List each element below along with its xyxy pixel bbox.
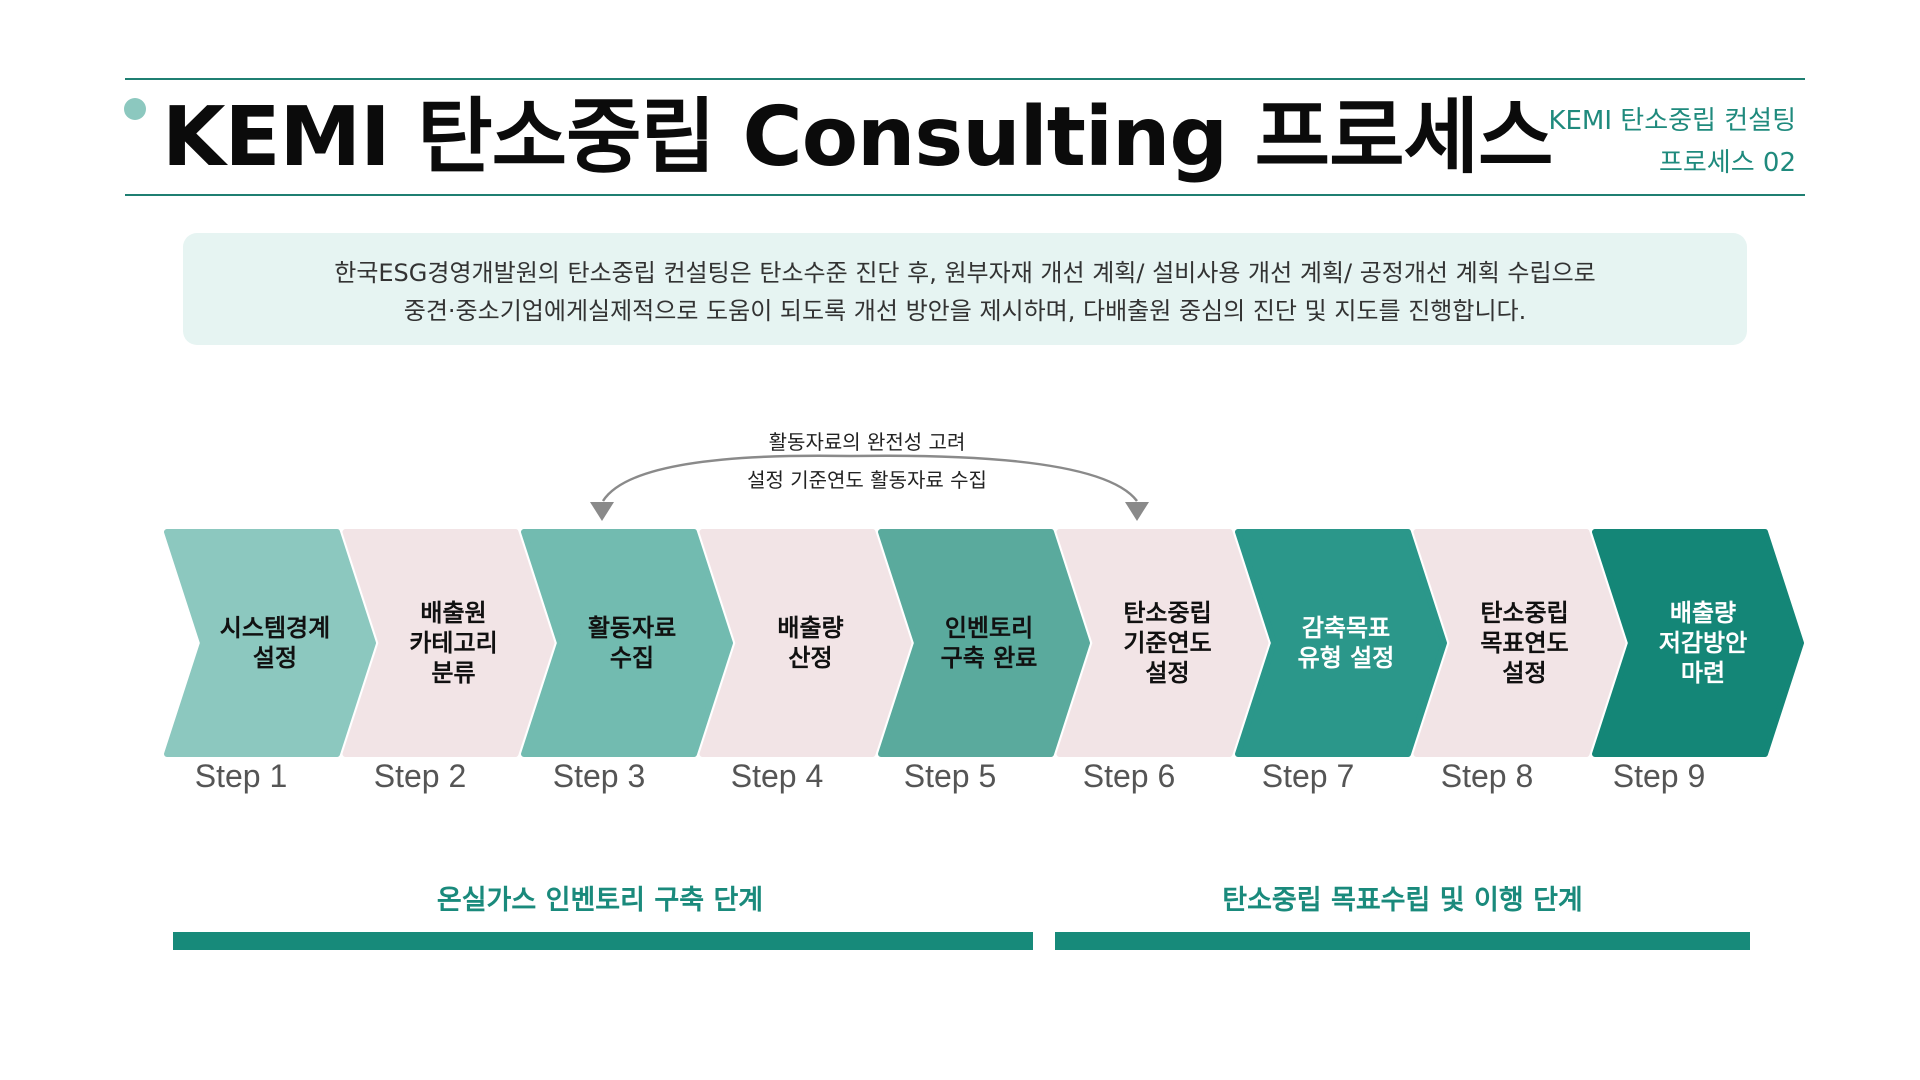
step-3-title-line: 활동자료 [587, 614, 677, 642]
title-bullet-dot [124, 98, 146, 120]
step-8-title: 탄소중립 목표연도 설정 [1450, 598, 1600, 688]
step-5-title-line: 구축 완료 [940, 644, 1038, 672]
phase-label-inventory: 온실가스 인벤토리 구축 단계 [436, 885, 764, 916]
step-6-title-line: 기준연도 [1123, 629, 1212, 657]
step-5-chevron [878, 529, 1090, 757]
step-3-title: 활동자료 수집 [557, 613, 707, 673]
phase-label-target: 탄소중립 목표수립 및 이행 단계 [1222, 885, 1583, 916]
step-4-chevron [699, 529, 912, 757]
step-8-title-line: 목표연도 [1480, 629, 1569, 657]
subtitle-line-1: KEMI 탄소중립 컨설팅 [1548, 106, 1796, 136]
step-9-label: Step 9 [1612, 758, 1706, 794]
step-9-title-line: 배출량 [1669, 599, 1737, 627]
step-7-title-line: 유형 설정 [1297, 644, 1395, 672]
subtitle-line-2: 프로세스 02 [1658, 148, 1796, 178]
step-3-title-line: 수집 [609, 644, 655, 672]
description-line-2: 중견·중소기업에게실제적으로 도움이 되도록 개선 방안을 제시하며, 다배출원… [403, 297, 1527, 325]
phase-bar-target [1055, 932, 1750, 950]
step-2-label: Step 2 [373, 758, 467, 794]
step-4-title-line: 배출량 [777, 614, 844, 642]
step-chevrons [164, 529, 1804, 757]
step-1-label: Step 1 [194, 758, 288, 794]
step-4-title-line: 산정 [788, 644, 833, 672]
step-6-title: 탄소중립 기준연도 설정 [1093, 598, 1243, 688]
step-6-chevron [1056, 529, 1269, 757]
step-6-title-line: 설정 [1145, 659, 1190, 687]
loop-label-completeness: 활동자료의 완전성 고려 [768, 430, 966, 454]
step-1-chevron [164, 529, 376, 757]
step-3-label: Step 3 [552, 758, 646, 794]
step-9-title: 배출량 저감방안 마련 [1628, 598, 1778, 688]
step-9-title-line: 저감방안 [1658, 629, 1748, 657]
step-2-chevron [342, 529, 555, 757]
step-1-title-line: 설정 [252, 644, 298, 672]
step-2-title-line: 배출원 [420, 599, 487, 627]
step-8-title-line: 설정 [1502, 659, 1547, 687]
step-9-title-line: 마련 [1680, 659, 1726, 687]
step-7-label: Step 7 [1261, 758, 1355, 794]
step-5-title-line: 인벤토리 [944, 614, 1034, 642]
loop-label-baseline-collection: 설정 기준연도 활동자료 수집 [747, 468, 987, 492]
step-6-label: Step 6 [1082, 758, 1176, 794]
description-box: 한국ESG경영개발원의 탄소중립 컨설팅은 탄소수준 진단 후, 원부자재 개선… [183, 233, 1747, 345]
step-7-title: 감축목표 유형 설정 [1271, 613, 1421, 673]
step-3-chevron [521, 529, 733, 757]
step-8-title-line: 탄소중립 [1480, 599, 1569, 627]
step-4-title: 배출량 산정 [736, 613, 886, 673]
loop-arrowhead-left [590, 502, 614, 521]
step-7-chevron [1235, 529, 1447, 757]
step-5-title: 인벤토리 구축 완료 [914, 613, 1064, 673]
step-1-title-line: 시스템경계 [219, 614, 331, 642]
header-subtitle: KEMI 탄소중립 컨설팅 프로세스 02 [1436, 100, 1796, 184]
page-title: KEMI 탄소중립 Consulting 프로세스 [162, 90, 1553, 185]
header-bottom-rule [125, 194, 1805, 196]
description-line-1: 한국ESG경영개발원의 탄소중립 컨설팅은 탄소수준 진단 후, 원부자재 개선… [334, 259, 1596, 287]
step-6-title-line: 탄소중립 [1123, 599, 1212, 627]
step-2-title-line: 카테고리 [409, 629, 498, 657]
step-7-title-line: 감축목표 [1301, 614, 1391, 642]
step-2-title-line: 분류 [431, 659, 476, 687]
phase-bar-inventory [173, 932, 1033, 950]
step-2-title: 배출원 카테고리 분류 [379, 598, 529, 688]
step-5-label: Step 5 [903, 758, 997, 794]
step-8-chevron [1413, 529, 1626, 757]
header-top-rule [125, 78, 1805, 80]
feedback-loop-arc [601, 454, 1138, 502]
step-4-label: Step 4 [730, 758, 824, 794]
step-9-chevron [1592, 529, 1804, 757]
loop-arrowhead-right [1125, 502, 1149, 521]
step-8-label: Step 8 [1440, 758, 1534, 794]
step-1-title: 시스템경계 설정 [200, 613, 350, 673]
